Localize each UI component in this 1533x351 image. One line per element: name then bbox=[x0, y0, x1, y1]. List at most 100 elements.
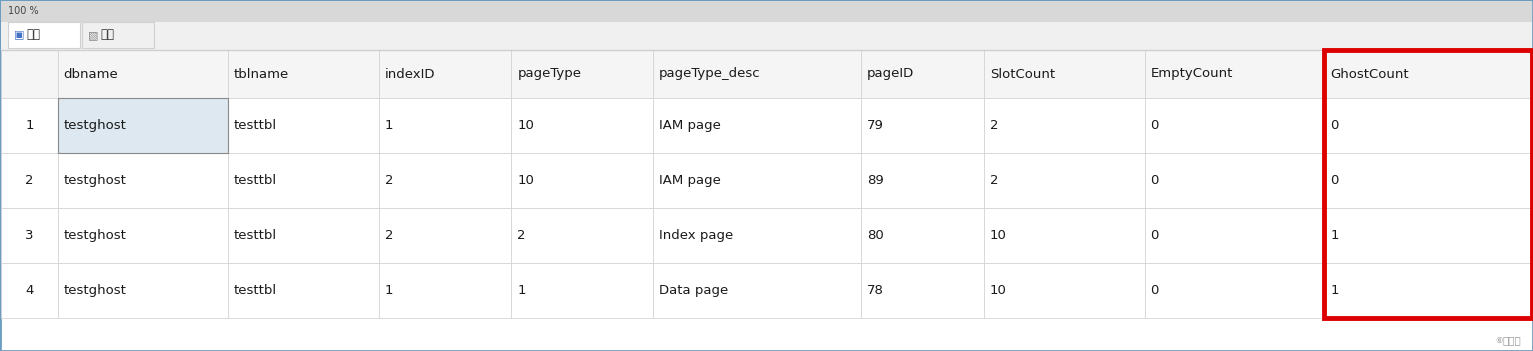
Bar bbox=[1325, 263, 1531, 318]
Text: pageID: pageID bbox=[868, 67, 914, 80]
Bar bbox=[1145, 263, 1325, 318]
Text: 结果: 结果 bbox=[26, 28, 40, 41]
Bar bbox=[379, 98, 512, 153]
Text: 0: 0 bbox=[1331, 174, 1338, 187]
Bar bbox=[1325, 50, 1531, 318]
Text: 10: 10 bbox=[990, 229, 1007, 242]
Bar bbox=[8, 22, 80, 48]
Text: 2: 2 bbox=[25, 174, 34, 187]
Text: testtbl: testtbl bbox=[235, 174, 277, 187]
Bar bbox=[1325, 208, 1531, 263]
Text: 2: 2 bbox=[990, 119, 998, 132]
Bar bbox=[512, 50, 653, 98]
Text: testtbl: testtbl bbox=[235, 284, 277, 297]
Bar bbox=[228, 153, 379, 208]
Bar bbox=[2, 50, 58, 98]
Text: 4: 4 bbox=[25, 284, 34, 297]
Text: 1: 1 bbox=[385, 284, 394, 297]
Bar bbox=[512, 98, 653, 153]
Text: Index page: Index page bbox=[659, 229, 733, 242]
Text: 2: 2 bbox=[517, 229, 526, 242]
Text: 78: 78 bbox=[868, 284, 885, 297]
Bar bbox=[653, 98, 862, 153]
Bar bbox=[58, 50, 228, 98]
Bar bbox=[984, 263, 1145, 318]
Text: ▧: ▧ bbox=[87, 30, 98, 40]
Bar bbox=[512, 208, 653, 263]
Text: 2: 2 bbox=[990, 174, 998, 187]
Text: IAM page: IAM page bbox=[659, 174, 721, 187]
Bar bbox=[862, 98, 984, 153]
Bar bbox=[984, 208, 1145, 263]
Text: 2: 2 bbox=[385, 229, 394, 242]
Text: 0: 0 bbox=[1331, 119, 1338, 132]
Bar bbox=[862, 50, 984, 98]
Bar bbox=[1325, 153, 1531, 208]
Text: 2: 2 bbox=[385, 174, 394, 187]
Text: ▣: ▣ bbox=[14, 30, 25, 40]
Bar bbox=[2, 22, 1531, 50]
Text: 1: 1 bbox=[517, 284, 526, 297]
Text: testtbl: testtbl bbox=[235, 229, 277, 242]
Bar bbox=[379, 263, 512, 318]
Bar bbox=[81, 22, 153, 48]
Bar bbox=[1145, 208, 1325, 263]
Bar bbox=[862, 153, 984, 208]
Text: 89: 89 bbox=[868, 174, 883, 187]
Text: 3: 3 bbox=[25, 229, 34, 242]
Bar bbox=[379, 208, 512, 263]
Text: 10: 10 bbox=[517, 119, 533, 132]
Text: 0: 0 bbox=[1151, 284, 1159, 297]
Bar bbox=[1325, 98, 1531, 153]
Bar bbox=[984, 153, 1145, 208]
Text: testghost: testghost bbox=[64, 284, 127, 297]
Text: 1: 1 bbox=[1331, 284, 1338, 297]
Bar bbox=[2, 153, 58, 208]
Bar bbox=[1145, 153, 1325, 208]
Bar bbox=[653, 208, 862, 263]
Bar bbox=[228, 208, 379, 263]
Bar bbox=[58, 153, 228, 208]
Text: testghost: testghost bbox=[64, 229, 127, 242]
Bar bbox=[228, 98, 379, 153]
Bar bbox=[984, 50, 1145, 98]
Bar bbox=[2, 98, 58, 153]
Text: indexID: indexID bbox=[385, 67, 435, 80]
Text: IAM page: IAM page bbox=[659, 119, 721, 132]
Text: 79: 79 bbox=[868, 119, 885, 132]
Text: ⑥: ⑥ bbox=[1495, 336, 1502, 345]
Bar bbox=[512, 153, 653, 208]
Bar bbox=[58, 208, 228, 263]
Text: 亿速云: 亿速云 bbox=[1502, 335, 1521, 345]
Bar bbox=[984, 98, 1145, 153]
Text: 100 %: 100 % bbox=[8, 6, 38, 16]
Text: testtbl: testtbl bbox=[235, 119, 277, 132]
Bar bbox=[58, 263, 228, 318]
Text: pageType_desc: pageType_desc bbox=[659, 67, 760, 80]
Text: SlotCount: SlotCount bbox=[990, 67, 1055, 80]
Bar bbox=[228, 263, 379, 318]
Text: 1: 1 bbox=[1331, 229, 1338, 242]
Text: 1: 1 bbox=[385, 119, 394, 132]
Text: 80: 80 bbox=[868, 229, 883, 242]
Text: 10: 10 bbox=[990, 284, 1007, 297]
Text: 0: 0 bbox=[1151, 119, 1159, 132]
Text: testghost: testghost bbox=[64, 174, 127, 187]
Text: 1: 1 bbox=[25, 119, 34, 132]
Bar bbox=[2, 263, 58, 318]
Text: 訊息: 訊息 bbox=[100, 28, 113, 41]
Bar bbox=[862, 208, 984, 263]
Bar bbox=[512, 263, 653, 318]
Bar bbox=[1325, 50, 1531, 98]
Text: 0: 0 bbox=[1151, 229, 1159, 242]
Bar bbox=[58, 98, 228, 153]
Bar bbox=[1145, 98, 1325, 153]
Bar bbox=[862, 263, 984, 318]
Text: dbname: dbname bbox=[64, 67, 118, 80]
Bar bbox=[379, 50, 512, 98]
Bar bbox=[379, 153, 512, 208]
Bar bbox=[653, 153, 862, 208]
Bar bbox=[653, 50, 862, 98]
Text: 10: 10 bbox=[517, 174, 533, 187]
Text: tblname: tblname bbox=[235, 67, 290, 80]
